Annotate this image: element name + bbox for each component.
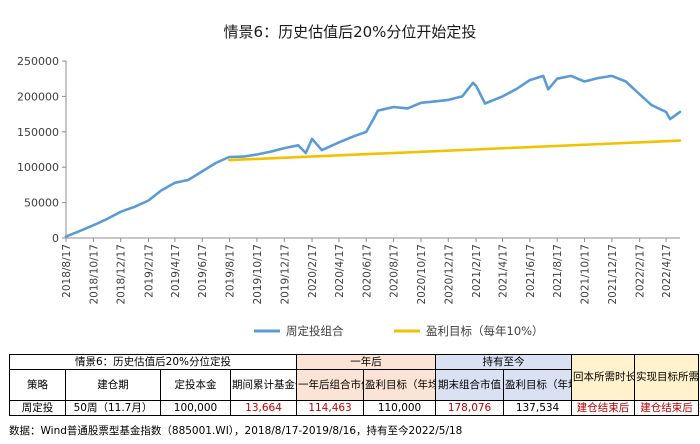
y-tick-label: 200000 bbox=[17, 90, 59, 103]
y-tick-label: 150000 bbox=[17, 126, 59, 139]
table-header-strategy: 策略 bbox=[9, 369, 66, 401]
table-header-mv-end: 期末组合市值 bbox=[435, 369, 505, 401]
legend-label: 盈利目标（每年10%） bbox=[426, 324, 544, 338]
table-one-year-group: 一年后 bbox=[296, 354, 437, 370]
x-tick-label: 2019/10/17 bbox=[252, 244, 264, 305]
x-tick-label: 2020/2/17 bbox=[307, 244, 319, 298]
x-tick-label: 2020/10/17 bbox=[416, 244, 428, 305]
x-tick-label: 2022/4/17 bbox=[661, 244, 673, 298]
x-tick-label: 2020/12/17 bbox=[443, 244, 455, 305]
x-tick-label: 2021/4/17 bbox=[498, 244, 510, 298]
table-header-reach: 实现目标所需时长 bbox=[634, 354, 700, 401]
summary-table: 情景6：历史估值后20%分位定投 一年后 持有至今 回本所需时长 实现目标所需时… bbox=[8, 354, 700, 416]
table-header-period: 建仓期 bbox=[65, 369, 161, 401]
table-cell-period: 50周（11.7月） bbox=[65, 400, 161, 416]
y-tick-label: 100000 bbox=[17, 161, 59, 174]
table-scenario: 情景6：历史估值后20%分位定投 bbox=[8, 354, 298, 370]
x-tick-label: 2020/6/17 bbox=[361, 244, 373, 298]
chart-title: 情景6：历史估值后20%分位开始定投 bbox=[224, 23, 477, 41]
y-axis: 0 50000 100000 150000 200000 250000 bbox=[17, 55, 67, 245]
table-header-mv-1y: 一年后组合市值 bbox=[296, 369, 365, 401]
legend-label: 周定投组合 bbox=[286, 324, 344, 338]
x-tick-label: 2020/4/17 bbox=[334, 244, 346, 298]
table-header-principal: 定投本金 bbox=[160, 369, 231, 401]
x-axis: 2018/8/17 2018/10/17 2018/12/17 2019/2/17 20… bbox=[61, 237, 680, 305]
table-cell-reach: 建仓结束后 bbox=[634, 400, 700, 416]
x-tick-label: 2021/6/17 bbox=[525, 244, 537, 298]
series-line bbox=[227, 139, 682, 162]
x-tick-label: 2018/10/17 bbox=[88, 244, 100, 305]
x-tick-label: 2019/2/17 bbox=[143, 244, 155, 298]
table-header-payback: 回本所需时长 bbox=[571, 354, 636, 401]
x-tick-label: 2019/4/17 bbox=[170, 244, 182, 298]
table-header-shares: 期间累计基金份额 bbox=[229, 369, 298, 401]
chart-legend: 周定投组合 盈利目标（每年10%） bbox=[254, 324, 544, 338]
table-cell-shares: 13,664 bbox=[229, 400, 298, 416]
y-tick-label: 250000 bbox=[17, 55, 59, 68]
plot-area bbox=[64, 74, 682, 238]
x-tick-label: 2021/8/17 bbox=[552, 244, 564, 298]
x-tick-label: 2022/2/17 bbox=[635, 244, 647, 298]
table-cell-mv-1y: 114,463 bbox=[296, 400, 365, 416]
x-tick-label: 2021/12/17 bbox=[607, 244, 619, 305]
x-tick-label: 2019/8/17 bbox=[225, 244, 237, 298]
x-tick-label: 2018/12/17 bbox=[116, 244, 128, 305]
table-cell-principal: 100,000 bbox=[160, 400, 231, 416]
table-cell-target-end: 137,534 bbox=[503, 400, 573, 416]
table-cell-strategy: 周定投 bbox=[9, 400, 66, 416]
series-line bbox=[64, 74, 682, 238]
table-cell-mv-end: 178,076 bbox=[435, 400, 505, 416]
table-cell-target-1y: 110,000 bbox=[363, 400, 437, 416]
table-cell-payback: 建仓结束后 bbox=[571, 400, 636, 416]
y-tick-label: 0 bbox=[52, 232, 59, 245]
data-source-note: 数据：Wind普通股票型基金指数（885001.WI），2018/8/17-20… bbox=[9, 425, 463, 437]
x-tick-label: 2021/10/17 bbox=[580, 244, 592, 305]
x-tick-label: 2021/2/17 bbox=[471, 244, 483, 298]
line-chart: 情景6：历史估值后20%分位开始定投 0 50000 100000 150000 200… bbox=[17, 23, 682, 338]
y-tick-label: 50000 bbox=[24, 197, 59, 210]
table-hold-group: 持有至今 bbox=[435, 354, 573, 370]
x-tick-label: 2019/12/17 bbox=[279, 244, 291, 305]
table-header-target-end: 盈利目标（年均10%） bbox=[503, 369, 573, 401]
x-tick-label: 2019/6/17 bbox=[197, 244, 209, 298]
table-header-target-1y: 盈利目标（年均10%） bbox=[363, 369, 437, 401]
x-tick-label: 2020/8/17 bbox=[389, 244, 401, 298]
x-tick-label: 2018/8/17 bbox=[61, 244, 73, 298]
